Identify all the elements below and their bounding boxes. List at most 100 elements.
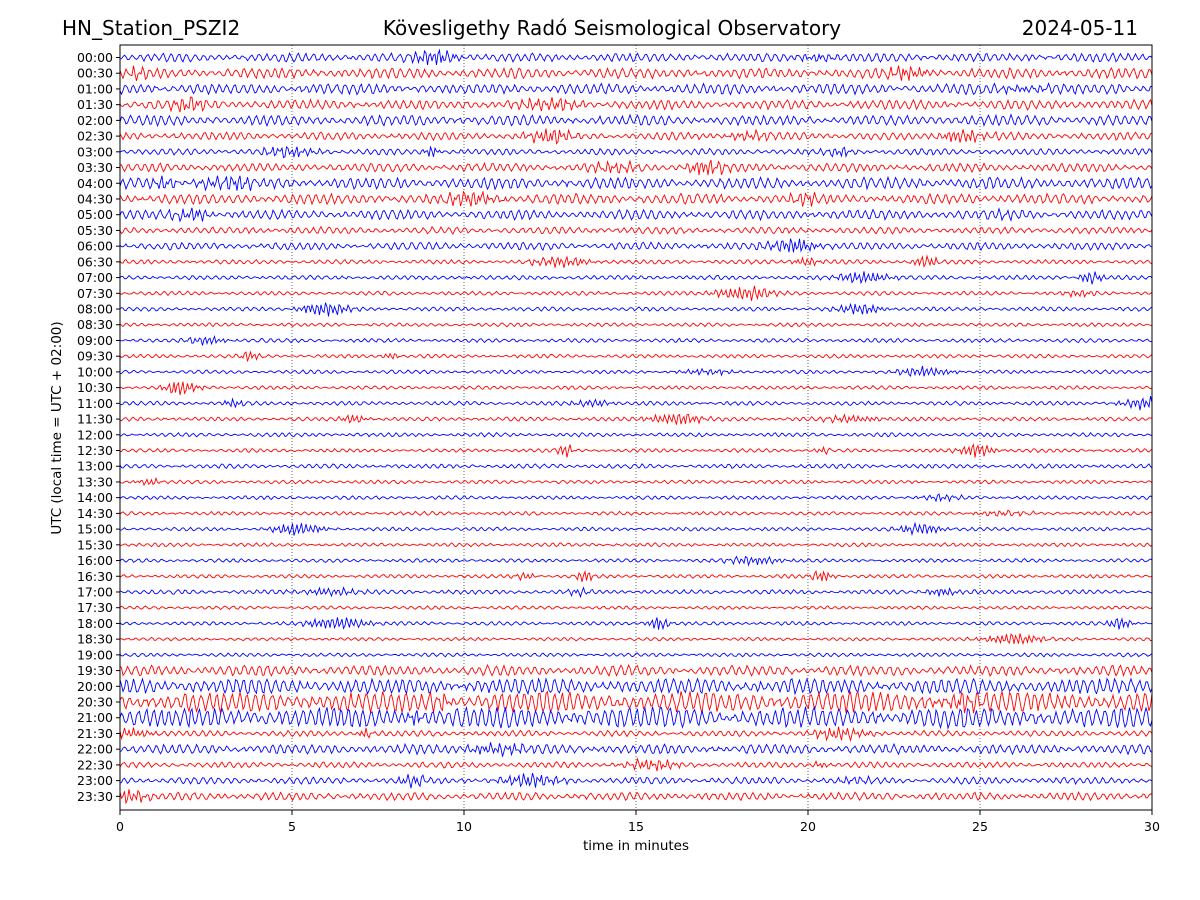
y-tick-label: 05:30 xyxy=(77,223,113,238)
trace-row xyxy=(119,159,1153,176)
y-tick-label: 14:30 xyxy=(77,506,113,521)
trace-row xyxy=(119,757,1153,772)
trace-row xyxy=(119,521,1153,537)
y-tick-label: 09:30 xyxy=(77,349,113,364)
trace-row xyxy=(119,431,1153,438)
x-tick-label: 5 xyxy=(288,819,296,834)
y-tick-label: 13:00 xyxy=(77,459,113,474)
y-tick-label: 16:00 xyxy=(77,553,113,568)
trace-row xyxy=(119,96,1153,113)
trace-row xyxy=(119,605,1153,611)
trace-row xyxy=(119,542,1153,548)
y-tick-label: 10:00 xyxy=(77,364,113,379)
trace-row xyxy=(119,726,1153,743)
trace-row xyxy=(119,413,1153,425)
y-tick-label: 10:30 xyxy=(77,380,113,395)
x-tick-label: 10 xyxy=(456,819,472,834)
trace-row xyxy=(119,113,1153,128)
y-tick-label: 11:00 xyxy=(77,396,113,411)
chart-date: 2024-05-11 xyxy=(1022,16,1138,40)
trace-row xyxy=(119,225,1153,235)
trace-row xyxy=(119,789,1153,805)
y-tick-label: 23:30 xyxy=(77,789,113,804)
trace-row xyxy=(119,586,1153,599)
y-tick-label: 15:00 xyxy=(77,522,113,537)
trace-row xyxy=(119,350,1153,362)
y-tick-label: 07:00 xyxy=(77,270,113,285)
trace-row xyxy=(119,652,1153,658)
y-tick-label: 13:30 xyxy=(77,474,113,489)
trace-row xyxy=(119,555,1153,567)
y-tick-label: 22:00 xyxy=(77,742,113,757)
trace-row xyxy=(119,285,1153,301)
y-tick-label: 06:00 xyxy=(77,239,113,254)
trace-row xyxy=(119,175,1153,192)
trace-row xyxy=(119,128,1153,145)
y-tick-label: 03:30 xyxy=(77,160,113,175)
y-tick-label: 00:00 xyxy=(77,50,113,65)
trace-row xyxy=(119,271,1153,285)
x-tick-label: 20 xyxy=(800,819,816,834)
y-tick-label: 14:00 xyxy=(77,490,113,505)
y-tick-label: 06:30 xyxy=(77,254,113,269)
x-tick-label: 15 xyxy=(628,819,644,834)
trace-row xyxy=(119,443,1153,458)
y-tick-label: 12:00 xyxy=(77,427,113,442)
y-tick-label: 22:30 xyxy=(77,757,113,772)
x-tick-label: 0 xyxy=(116,819,124,834)
trace-row xyxy=(119,381,1153,396)
trace-row xyxy=(119,334,1153,346)
y-tick-label: 17:30 xyxy=(77,600,113,615)
y-tick-label: 01:00 xyxy=(77,81,113,96)
y-tick-label: 15:30 xyxy=(77,537,113,552)
trace-row xyxy=(119,207,1153,223)
trace-row xyxy=(119,190,1153,207)
y-tick-label: 19:00 xyxy=(77,647,113,662)
trace-row xyxy=(119,65,1153,81)
vertical-grid xyxy=(291,45,981,810)
trace-row xyxy=(119,476,1153,487)
trace-row xyxy=(119,677,1153,696)
x-axis-label: time in minutes xyxy=(583,838,689,854)
y-tick-label: 16:30 xyxy=(77,569,113,584)
y-tick-label: 05:00 xyxy=(77,207,113,222)
y-tick-label: 02:30 xyxy=(77,129,113,144)
trace-row xyxy=(119,238,1153,253)
trace-row xyxy=(119,82,1153,96)
trace-row xyxy=(119,365,1153,378)
y-tick-label: 18:00 xyxy=(77,616,113,631)
trace-row xyxy=(119,509,1153,517)
plot-frame xyxy=(119,44,1153,811)
y-tick-label: 20:30 xyxy=(77,695,113,710)
y-tick-label: 01:30 xyxy=(77,97,113,112)
y-tick-label: 18:30 xyxy=(77,632,113,647)
y-tick-label: 08:30 xyxy=(77,317,113,332)
trace-row xyxy=(119,633,1153,646)
trace-row xyxy=(119,705,1153,730)
x-tick-group: 0 5 10 15 20 25 30 xyxy=(116,810,1160,834)
y-tick-label: 00:30 xyxy=(77,66,113,81)
y-tick-label: 12:30 xyxy=(77,443,113,458)
trace-row xyxy=(119,48,1153,66)
trace-row xyxy=(119,663,1153,678)
trace-row xyxy=(119,690,1153,714)
y-tick-label: 08:00 xyxy=(77,302,113,317)
trace-row xyxy=(119,493,1153,503)
y-tick-label: 04:30 xyxy=(77,191,113,206)
trace-row xyxy=(119,395,1153,411)
y-tick-label: 20:00 xyxy=(77,679,113,694)
trace-row xyxy=(119,145,1153,159)
y-tick-label: 09:00 xyxy=(77,333,113,348)
trace-row xyxy=(119,463,1153,470)
y-tick-label: 02:00 xyxy=(77,113,113,128)
x-tick-label: 25 xyxy=(972,819,988,834)
trace-row xyxy=(119,302,1153,317)
trace-row xyxy=(119,254,1153,268)
y-tick-label: 03:00 xyxy=(77,144,113,159)
trace-row xyxy=(119,772,1153,789)
trace-group xyxy=(119,48,1153,805)
trace-row xyxy=(119,322,1153,328)
y-tick-label: 17:00 xyxy=(77,584,113,599)
